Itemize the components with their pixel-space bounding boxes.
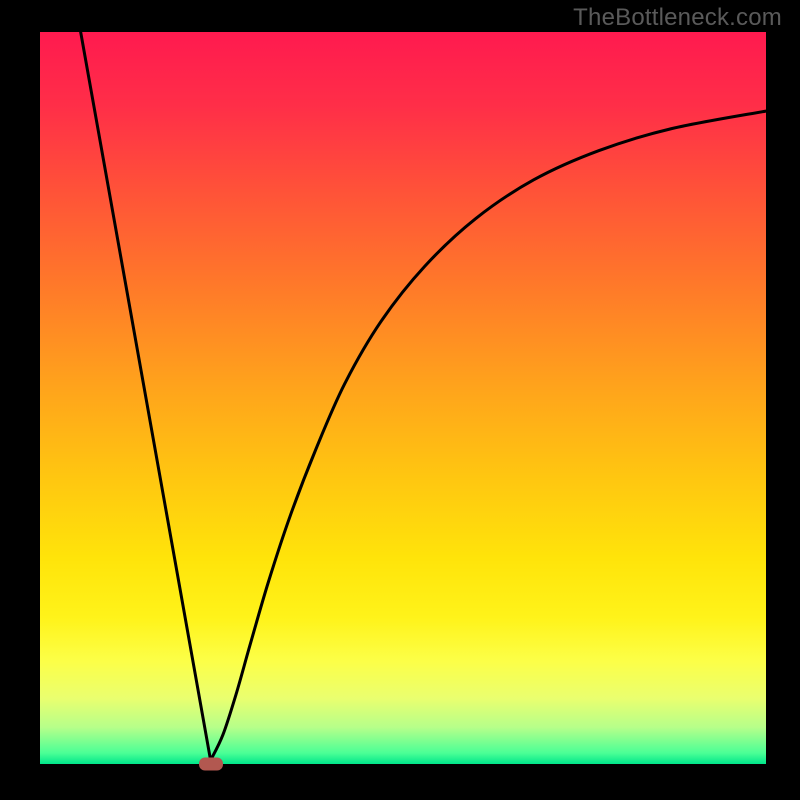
bottleneck-curve	[40, 32, 766, 764]
minimum-marker	[199, 758, 223, 771]
watermark-text: TheBottleneck.com	[573, 4, 782, 32]
curve-path	[81, 32, 766, 760]
plot-area	[40, 32, 766, 764]
chart-frame: TheBottleneck.com	[0, 0, 800, 800]
